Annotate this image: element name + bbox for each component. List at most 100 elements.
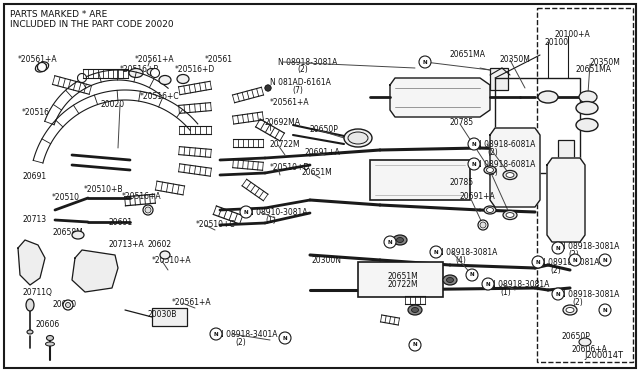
Ellipse shape [408, 305, 422, 315]
Text: N: N [486, 282, 490, 286]
Text: N 08918-3081A: N 08918-3081A [540, 258, 600, 267]
Text: 20711Q: 20711Q [22, 288, 52, 297]
Ellipse shape [27, 330, 33, 334]
Text: 20350M: 20350M [590, 58, 621, 67]
Ellipse shape [26, 299, 34, 311]
Text: 20651MA: 20651MA [450, 50, 486, 59]
Ellipse shape [579, 338, 591, 346]
Ellipse shape [412, 308, 419, 312]
Text: J200014T: J200014T [584, 351, 623, 360]
Ellipse shape [576, 102, 598, 115]
Text: (2): (2) [487, 168, 498, 177]
Circle shape [384, 236, 396, 248]
Circle shape [265, 85, 271, 91]
Text: N 08918-3081A: N 08918-3081A [560, 290, 620, 299]
Text: *20561: *20561 [205, 55, 233, 64]
Text: 20691+A: 20691+A [305, 148, 340, 157]
Text: N: N [573, 257, 577, 263]
Bar [558, 140, 574, 160]
Text: N: N [422, 60, 428, 64]
Text: *20516+A: *20516+A [122, 192, 162, 201]
Text: 20651MA: 20651MA [576, 65, 612, 74]
Text: *20510+A: *20510+A [152, 256, 191, 265]
Text: *20516+C: *20516+C [140, 92, 180, 101]
Ellipse shape [150, 68, 159, 77]
Text: 20602: 20602 [148, 240, 172, 249]
Ellipse shape [348, 132, 368, 144]
Circle shape [430, 246, 442, 258]
Ellipse shape [129, 68, 143, 77]
Text: 20030B: 20030B [148, 310, 177, 319]
Text: (2): (2) [572, 298, 583, 307]
Ellipse shape [480, 222, 486, 228]
Ellipse shape [579, 91, 597, 103]
Circle shape [279, 332, 291, 344]
Text: N: N [283, 336, 287, 340]
Circle shape [468, 158, 480, 170]
Circle shape [466, 269, 478, 281]
Text: N: N [470, 273, 474, 278]
Text: N 08918-3081A: N 08918-3081A [490, 280, 549, 289]
Text: N 08918-3081A: N 08918-3081A [560, 242, 620, 251]
Ellipse shape [447, 278, 454, 282]
Bar [152, 308, 187, 326]
Text: 20100: 20100 [545, 38, 569, 47]
Ellipse shape [506, 213, 514, 217]
Text: (2): (2) [235, 338, 246, 347]
Text: N 08918-3081A: N 08918-3081A [438, 248, 497, 257]
Text: N 081AD-6161A: N 081AD-6161A [270, 78, 331, 87]
Polygon shape [547, 158, 585, 242]
Bar [370, 160, 470, 200]
Polygon shape [390, 78, 490, 117]
Text: 20713: 20713 [22, 215, 46, 224]
Text: N 08918-3401A: N 08918-3401A [218, 330, 278, 339]
Ellipse shape [38, 62, 47, 71]
Circle shape [468, 138, 480, 150]
Ellipse shape [65, 302, 70, 308]
Ellipse shape [143, 205, 153, 215]
Ellipse shape [45, 342, 54, 346]
Text: (4): (4) [455, 256, 466, 265]
Ellipse shape [177, 74, 189, 83]
Circle shape [599, 304, 611, 316]
Text: 20713+A: 20713+A [108, 240, 144, 249]
Text: 20691+A: 20691+A [460, 192, 496, 201]
Text: *20561+A: *20561+A [135, 55, 175, 64]
Text: *20516+B: *20516+B [120, 65, 159, 74]
Ellipse shape [484, 206, 496, 214]
Text: N 08918-6081A: N 08918-6081A [476, 160, 536, 169]
Ellipse shape [576, 119, 598, 131]
Text: N: N [413, 343, 417, 347]
Bar [537, 8, 633, 362]
Circle shape [532, 256, 544, 268]
Ellipse shape [72, 231, 84, 239]
Bar [495, 78, 580, 173]
Text: N: N [603, 257, 607, 263]
Circle shape [552, 242, 564, 254]
Ellipse shape [566, 308, 574, 312]
Ellipse shape [503, 211, 517, 219]
Ellipse shape [506, 173, 514, 177]
Text: N: N [536, 260, 540, 264]
Text: *20516+D: *20516+D [175, 65, 215, 74]
Text: 20610: 20610 [52, 300, 76, 309]
Text: *20516: *20516 [22, 108, 50, 117]
Text: 20722M: 20722M [388, 280, 419, 289]
Text: 20658M: 20658M [52, 228, 83, 237]
Ellipse shape [63, 300, 73, 310]
Circle shape [552, 288, 564, 300]
Text: 20606: 20606 [35, 320, 60, 329]
Polygon shape [490, 128, 540, 207]
Text: *20561+A: *20561+A [172, 298, 212, 307]
Circle shape [482, 278, 494, 290]
Circle shape [419, 56, 431, 68]
Circle shape [569, 254, 581, 266]
Text: N: N [472, 161, 476, 167]
Ellipse shape [443, 275, 457, 285]
Text: 20691: 20691 [22, 172, 46, 181]
Ellipse shape [503, 170, 517, 180]
Text: 20692MA: 20692MA [265, 118, 301, 127]
Text: 20300N: 20300N [312, 256, 342, 265]
Circle shape [240, 206, 252, 218]
Ellipse shape [47, 336, 54, 340]
